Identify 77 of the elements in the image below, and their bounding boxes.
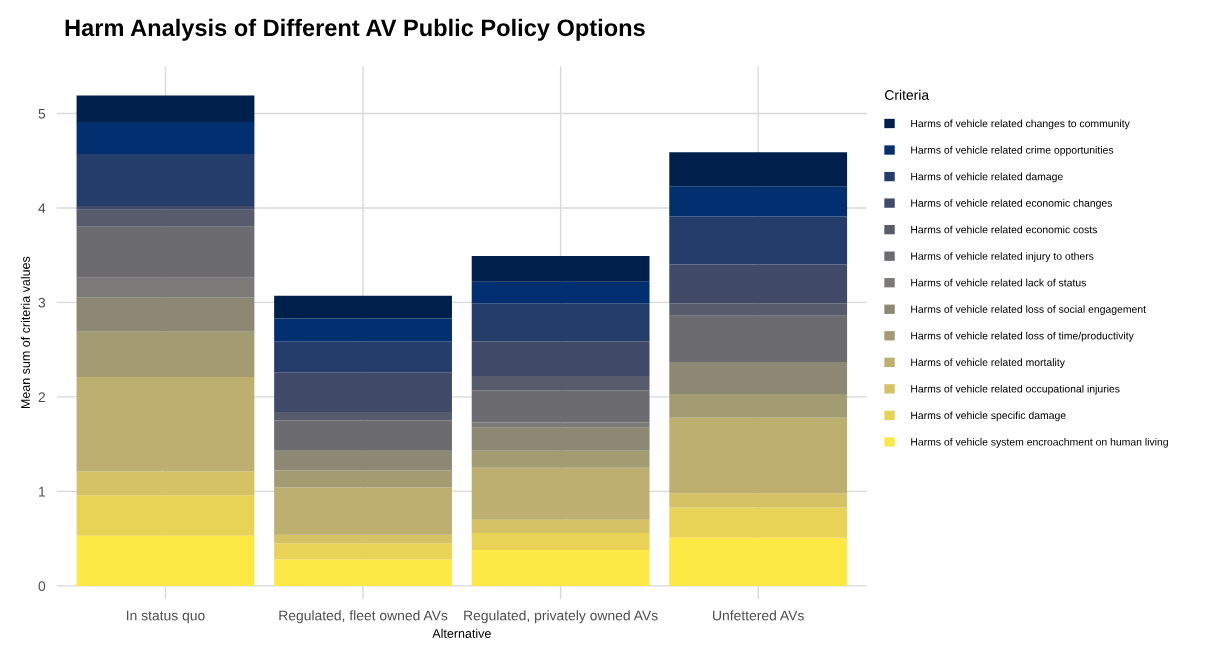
legend-label: Harms of vehicle related economic costs <box>911 225 1097 234</box>
bar <box>669 152 848 187</box>
legend-label: Harms of vehicle related injury to others <box>911 252 1094 262</box>
bar <box>669 216 848 265</box>
legend-label: Harms of vehicle related damage <box>911 172 1063 183</box>
y-tick-label: 4 <box>38 203 46 213</box>
bar <box>76 471 255 496</box>
bar <box>471 390 650 423</box>
bar <box>471 549 650 586</box>
bar <box>274 450 452 471</box>
legend-label: Harms of vehicle related loss of social engagement <box>911 305 1146 315</box>
bar <box>274 341 452 373</box>
bar <box>274 559 452 586</box>
x-tick-label: Regulated, fleet owned AVs <box>279 610 448 624</box>
bar <box>274 295 452 319</box>
bar <box>471 450 650 468</box>
legend-label: Harms of vehicle related loss of time/productivity <box>911 331 1134 342</box>
y-tick-label: 3 <box>38 297 46 308</box>
bar <box>669 417 848 494</box>
x-tick-label: In status quo <box>127 610 205 624</box>
bar <box>76 95 255 122</box>
bar <box>274 534 452 544</box>
bar <box>274 318 452 342</box>
bar <box>669 361 848 395</box>
bar <box>669 537 848 586</box>
bar <box>669 315 848 362</box>
bar <box>76 209 255 227</box>
bar <box>76 535 255 586</box>
bar <box>76 121 255 155</box>
bar <box>274 372 452 413</box>
bar <box>471 467 650 520</box>
y-tick-label: 2 <box>38 392 46 402</box>
legend-label: Harms of vehicle specific damage <box>911 411 1066 422</box>
legend-label: Harms of vehicle related occupational injuries <box>911 384 1120 395</box>
bar <box>471 376 650 391</box>
bar <box>274 420 452 451</box>
y-axis-title: Mean sum of criteria values <box>20 256 30 409</box>
bar <box>471 427 650 451</box>
bar <box>471 341 650 377</box>
legend-title: Criteria <box>885 89 930 100</box>
legend-label: Harms of vehicle related crime opportunities <box>911 146 1114 156</box>
y-tick-label: 0 <box>38 581 46 592</box>
bar <box>471 519 650 533</box>
bar <box>76 206 255 210</box>
y-tick-label: 5 <box>38 108 46 119</box>
bar <box>669 303 848 316</box>
x-tick-label: Unfettered AVs <box>713 610 804 621</box>
bar <box>274 487 452 535</box>
bar <box>76 154 255 207</box>
legend-label: Harms of vehicle related lack of status <box>911 278 1086 287</box>
bar <box>76 277 255 298</box>
bar <box>471 532 650 550</box>
bar <box>669 493 848 508</box>
bar <box>76 377 255 472</box>
bar <box>274 470 452 488</box>
bar <box>669 507 848 538</box>
bar <box>76 495 255 536</box>
bar <box>76 226 255 278</box>
bar <box>274 412 452 421</box>
y-tick-label: 1 <box>39 486 46 497</box>
x-tick-label: Regulated, privately owned AVs <box>464 610 658 624</box>
chart-title: Harm Analysis of Different AV Public Policy Options <box>65 18 645 41</box>
bar <box>471 281 650 304</box>
legend-label: Harms of vehicle related mortality <box>911 358 1065 369</box>
bar <box>471 256 650 282</box>
legend-label: Harms of vehicle system encroachment on human living <box>911 437 1168 448</box>
bar <box>471 422 650 428</box>
bar <box>669 264 848 304</box>
x-axis-title: Alternative <box>432 628 491 638</box>
bar <box>274 543 452 560</box>
bar <box>76 331 255 378</box>
legend-label: Harms of vehicle related changes to community <box>911 119 1130 130</box>
bar <box>76 297 255 332</box>
bar <box>669 186 848 217</box>
legend-label: Harms of vehicle related economic changes <box>911 199 1113 209</box>
bar <box>471 303 650 342</box>
bar <box>669 394 848 418</box>
